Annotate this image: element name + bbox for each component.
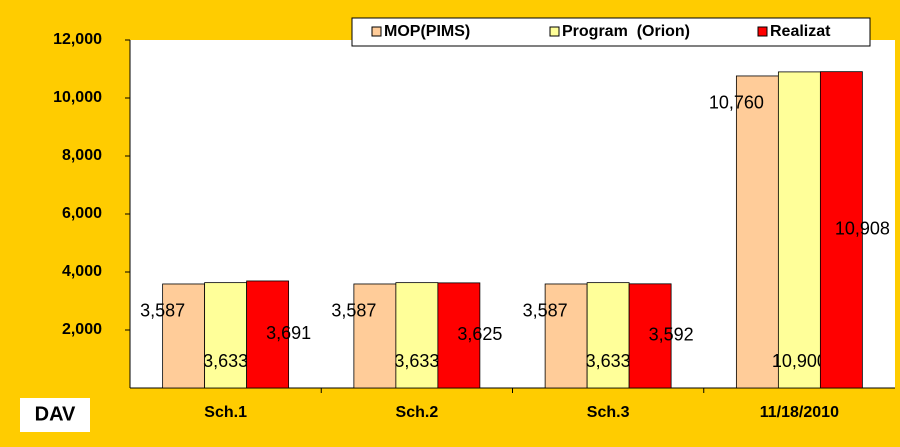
value-label: 10,900 — [772, 351, 827, 371]
y-tick-label: 4,000 — [62, 263, 102, 280]
value-label: 3,633 — [394, 351, 439, 371]
value-label: 3,633 — [203, 351, 248, 371]
value-label: 3,587 — [140, 301, 185, 321]
y-tick-label: 6,000 — [62, 205, 102, 222]
value-label: 3,633 — [586, 351, 631, 371]
y-tick-label: 2,000 — [62, 321, 102, 338]
legend-swatch — [549, 26, 560, 37]
legend-label: Program (Orion) — [562, 23, 690, 40]
bar — [735, 75, 779, 389]
value-label: 3,587 — [523, 301, 568, 321]
bar — [544, 283, 588, 389]
x-tick-label: 11/18/2010 — [760, 404, 839, 421]
bar — [586, 282, 630, 389]
bar — [395, 282, 439, 389]
bar — [246, 280, 290, 389]
legend-swatch — [757, 26, 768, 37]
x-tick-label: Sch.1 — [204, 404, 247, 421]
x-tick-label: Sch.3 — [587, 404, 630, 421]
bar — [204, 282, 248, 389]
value-label: 10,908 — [835, 219, 890, 239]
bar — [353, 283, 397, 389]
y-tick-label: 10,000 — [53, 89, 102, 106]
value-label: 3,592 — [649, 325, 694, 345]
legend-label: MOP(PIMS) — [384, 23, 470, 40]
legend-swatch — [371, 26, 382, 37]
bar — [628, 283, 672, 389]
value-label: 3,691 — [266, 323, 311, 343]
bar — [777, 71, 821, 389]
bar — [819, 71, 863, 389]
annotation-box — [20, 398, 90, 432]
x-tick-label: Sch.2 — [396, 404, 439, 421]
y-tick-label: 8,000 — [62, 147, 102, 164]
value-label: 10,760 — [709, 93, 764, 113]
annotation: DAV — [35, 403, 76, 425]
legend — [351, 17, 871, 47]
bar — [437, 282, 481, 389]
y-tick-label: 12,000 — [53, 31, 102, 48]
legend-label: Realizat — [770, 23, 831, 40]
bar — [162, 283, 206, 389]
value-label: 3,587 — [331, 301, 376, 321]
value-label: 3,625 — [457, 324, 502, 344]
